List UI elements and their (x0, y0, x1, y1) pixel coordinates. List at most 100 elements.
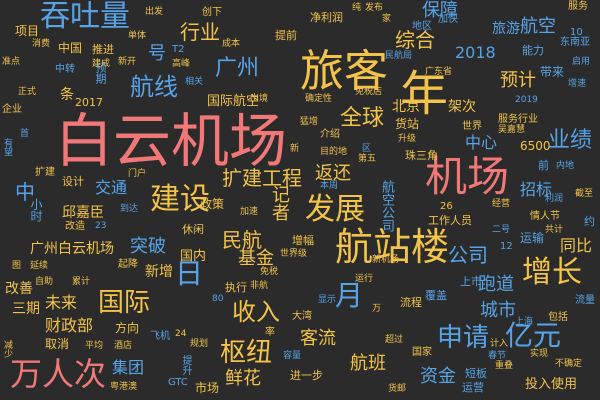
word-gongsi: 公司 (448, 243, 488, 267)
word-shou: 首 (20, 129, 30, 139)
word-tu: 图 (12, 261, 22, 271)
word-hangzhanlou: 航站楼 (335, 225, 450, 269)
word-zhongzhuan: 中转 (55, 64, 75, 75)
word-jinyibu: 进一步 (290, 369, 323, 382)
word-yue: 月 (335, 279, 364, 312)
word-chun: 纯 (352, 3, 362, 13)
word-zhusanjiao: 珠三角 (405, 149, 438, 162)
word-jizhe: 记者 (269, 185, 290, 221)
word-zhaobiao: 招标 (520, 180, 553, 199)
word-dongnanya: 东南亚 (560, 37, 590, 48)
word-chengshi: 城市 (480, 300, 516, 321)
word-qu: 区 (362, 144, 372, 154)
word-lirun: 利润 (545, 194, 564, 204)
word-danti: 单体 (128, 31, 147, 41)
word-tiao: 条 (60, 87, 74, 103)
word-jieshao: 介绍 (320, 129, 340, 140)
word-jiancheng: 建成 (92, 59, 111, 69)
word-jiru: 计入 (490, 339, 509, 349)
word-mudidi: 目的地 (320, 147, 348, 157)
word-youwang: 有望 (2, 138, 12, 156)
word-chaoguo: 超过 (385, 335, 404, 345)
word-jiakuai: 加快 (438, 14, 458, 25)
word-jianshe: 建设 (150, 182, 210, 217)
word-feihang: 非航 (250, 281, 269, 291)
word-lv: 率 (265, 327, 275, 338)
word-jiezhi: 截至 (575, 189, 594, 199)
word-guangzhou: 广州 (215, 56, 260, 81)
word-hao: 号 (148, 43, 166, 64)
word-guangdongsheng: 广东省 (425, 67, 453, 77)
word-gaizao: 改造 (65, 221, 85, 232)
word-t2: T2 (172, 44, 185, 55)
word-qijiang: 起降 (118, 259, 138, 270)
word-yanxu: 延续 (30, 261, 49, 271)
word-lvke: 旅客 (300, 46, 388, 97)
word-shouru: 收入 (232, 298, 280, 326)
word-baiyun-jichang: 白云机场 (55, 107, 288, 175)
word-fuwu-hangye: 服务行业 (498, 114, 538, 125)
word-zengsu: 增速 (568, 79, 587, 89)
word-chuangxia: 创下 (202, 7, 222, 18)
word-xinzeng: 新增 (145, 264, 173, 280)
word-gongzuo-renyuan: 工作人员 (428, 214, 472, 227)
word-kuojian-gongcheng: 扩建工程 (222, 166, 302, 190)
word-zhong: 中 (15, 180, 35, 204)
word-zhengce: 政策 (200, 197, 225, 211)
word-tongbi: 同比 (560, 236, 593, 255)
word-chunjie: 春节 (488, 351, 507, 361)
word-shixian: 实现 (530, 349, 549, 359)
word-touru-shiyong: 投入使用 (525, 377, 578, 392)
word-gtc: GTC (168, 377, 188, 388)
word-chengben: 成本 (222, 39, 241, 49)
word-baokuo: 包括 (548, 312, 568, 323)
word-qiyong: 启用 (572, 57, 591, 67)
word-xiaofei: 消费 (32, 39, 51, 49)
word-qian: 前 (538, 159, 549, 172)
word-jiudian: 酒店 (114, 341, 133, 351)
word-shanghai: 上海 (515, 317, 534, 327)
word-buqueding: 不确定 (555, 359, 583, 369)
word-gaofeng: 高峰 (172, 59, 191, 69)
word-ri: 日 (175, 257, 204, 290)
word-shenqing: 申请 (437, 323, 490, 353)
word-xinjichang: 新机场 (372, 255, 400, 265)
word-feiji: 飞机 (150, 331, 170, 342)
word-23: 23 (95, 221, 107, 231)
word-xinkai: 新开 (118, 57, 137, 67)
word-neidi: 内地 (556, 161, 575, 171)
word-gaishan: 改善 (5, 281, 33, 297)
word-kuojian: 扩建 (35, 167, 55, 178)
word-wanrenci: 万人次 (10, 355, 107, 393)
word-huozhan: 货站 (395, 117, 420, 131)
word-yiyuan: 亿元 (505, 319, 562, 352)
word-xiangguan: 相关 (185, 77, 204, 87)
word-nian: 年 (400, 66, 449, 122)
word-yeji: 业绩 (548, 128, 593, 153)
word-minhangju: 民航局 (385, 51, 413, 61)
word-yunshu: 运输 (520, 231, 545, 245)
word-beijing: 北京 (392, 99, 420, 115)
word-shangshi: 上市 (460, 275, 482, 288)
word-diqu: 地区 (412, 21, 432, 32)
word-6500: 6500 (520, 139, 551, 153)
word-huoyou: 货邮 (388, 384, 407, 394)
word-lvyou: 旅游 (492, 21, 520, 37)
word-zonghe: 综合 (395, 28, 435, 52)
word-yue: 约 (584, 215, 595, 228)
word-xianhua: 鲜花 (225, 368, 261, 389)
word-dawan: 大湾 (292, 311, 312, 322)
word-jinglirun: 净利润 (310, 11, 343, 24)
word-yunying: 运营 (462, 381, 484, 394)
word-hangkong-gongsi: 航空公司 (379, 180, 394, 232)
word-12: 12 (500, 241, 513, 252)
word-zijin: 资金 (420, 366, 456, 387)
word-26: 26 (440, 201, 453, 212)
word-keliu: 客流 (300, 328, 336, 349)
word-jianshao: 减少 (2, 340, 12, 358)
word-menhu: 门户 (128, 169, 147, 179)
word-caizhengbu: 财政部 (45, 316, 94, 335)
word-guonei: 国内 (180, 249, 207, 264)
word-pingjun: 平均 (85, 341, 104, 351)
